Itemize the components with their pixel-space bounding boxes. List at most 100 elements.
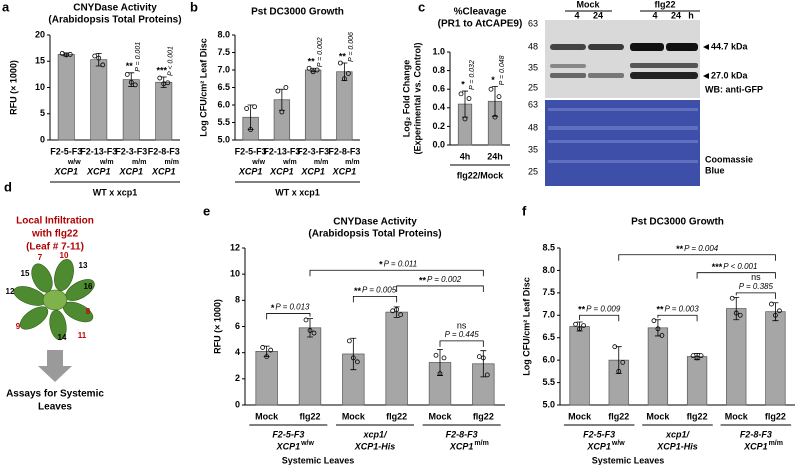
comparison-bracket (396, 285, 484, 292)
x-tick-label: Mock (725, 411, 749, 421)
y-tick-label: 0.6 (432, 84, 445, 94)
y-tick-label: 2 (235, 373, 240, 383)
genotype-label: XCP1 (449, 441, 474, 451)
band (548, 108, 698, 111)
blot-membrane (545, 20, 700, 98)
data-point (124, 71, 130, 77)
allele-label: m/m (132, 159, 146, 166)
condition-label: flg22 (654, 0, 675, 9)
data-point (612, 344, 618, 350)
x-tick-label: flg22 (765, 411, 786, 421)
allele-label: w/w (251, 159, 265, 166)
data-point (737, 312, 743, 318)
y-tick-label: 0.2 (432, 121, 445, 131)
p-value: P = 0.002 (427, 275, 462, 284)
data-point (620, 359, 626, 365)
group-name: F2-8-F3 (740, 429, 772, 439)
allele-label: m/m (165, 159, 179, 166)
panel-letter: f (522, 203, 527, 218)
bar (647, 327, 669, 406)
blot-bands (550, 43, 698, 79)
bar (122, 79, 140, 141)
y-tick-label: 7.5 (542, 287, 555, 297)
group-label: WT x xcp1 (93, 187, 138, 197)
leaf-number: 15 (21, 269, 30, 278)
time-label: 4 (574, 10, 579, 20)
y-tick-label: 6.0 (542, 355, 555, 365)
p-value: P = 0.009 (586, 304, 621, 313)
x-tick-label: Mock (255, 411, 279, 421)
panel-letter: a (2, 0, 10, 14)
data-point (729, 295, 735, 301)
y-tick-label: 5.0 (217, 134, 230, 144)
x-tick-label: F2-3-F3 (297, 146, 329, 156)
data-point (244, 106, 250, 111)
data-point (310, 69, 316, 75)
y-tick-label: 5 (40, 108, 45, 118)
data-point (484, 372, 490, 378)
significance-stars: ns (751, 272, 761, 282)
data-point (573, 321, 578, 327)
bar (385, 311, 408, 406)
data-point (773, 312, 778, 318)
y-axis-label: RFU (× 1000) (212, 299, 222, 354)
band-label: 27.0 kDa (711, 70, 749, 80)
genotype-label: XCP1 (276, 441, 301, 451)
x-tick-label: flg22 (473, 411, 494, 421)
genotype-label: XCP1 (151, 166, 176, 176)
significance-stars: * (271, 303, 275, 313)
genotype-label: XCP1 (86, 166, 111, 176)
chart-subtitle: (Arabidopsis Total Proteins) (48, 15, 181, 26)
significance-stars: * (491, 75, 495, 85)
allele-label: w/m (282, 159, 297, 166)
data-point (733, 310, 739, 316)
bar (57, 54, 75, 141)
error-bar (480, 350, 487, 378)
y-tick-label: 6.5 (217, 82, 230, 92)
plant-diagram: d Local Infiltration with flg22 (Leaf # … (4, 179, 104, 412)
p-value: P = 0.032 (469, 60, 476, 90)
y-tick-label: 0 (40, 134, 45, 144)
data-point (314, 67, 320, 73)
allele-label: w/w (300, 440, 314, 447)
bar (298, 327, 322, 406)
time-label: 24 (593, 10, 603, 20)
x-axis-label: Systemic Leaves (592, 455, 665, 465)
bar (155, 81, 173, 141)
band (630, 72, 698, 79)
x-tick-label: F2-5-F3 (235, 146, 267, 156)
y-tick-label: 6 (235, 321, 240, 331)
data-point (492, 114, 498, 120)
data-point (354, 359, 360, 365)
data-point (690, 353, 696, 359)
data-point (311, 330, 317, 336)
significance-stars: ns (457, 320, 467, 330)
p-value: P = 0.004 (684, 244, 719, 253)
diagram-caption: Assays for Systemic (6, 389, 104, 400)
data-point (252, 104, 258, 110)
data-point (466, 96, 472, 101)
p-value: P = 0.013 (275, 303, 310, 312)
comparison-bracket (579, 314, 620, 322)
arrow (38, 350, 72, 382)
significance-stars: * (379, 260, 383, 270)
data-point (462, 116, 468, 122)
x-tick-label: 4h (460, 151, 471, 161)
data-point (769, 301, 774, 307)
x-tick-label: F2-8-F3 (328, 146, 360, 156)
leaf-number: 10 (60, 251, 69, 260)
comparison-bracket (439, 340, 484, 347)
comparison-bracket (696, 272, 776, 279)
y-tick-label: 7.0 (542, 310, 555, 320)
marker-label: 35 (528, 62, 538, 72)
allele-label: m/m (769, 440, 783, 447)
band (630, 43, 664, 51)
group-name: F2-8-F3 (446, 429, 478, 439)
comparison-bracket (352, 296, 398, 303)
group-name: F2-5-F3 (272, 429, 304, 439)
y-tick-label: 5.5 (542, 377, 555, 387)
p-value: P < 0.001 (168, 46, 175, 76)
leaf-number: 14 (58, 333, 67, 342)
panel-letter: e (203, 203, 210, 218)
